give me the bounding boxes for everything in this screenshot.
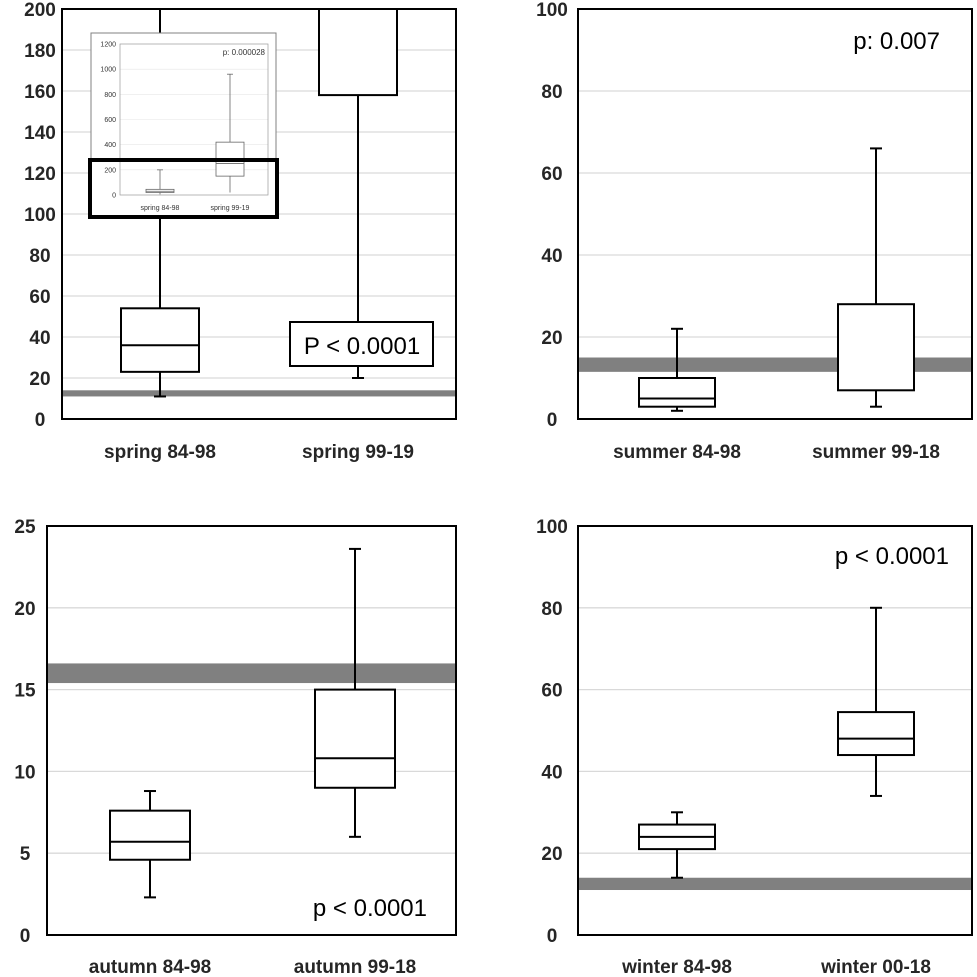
category-label: winter 00-18 xyxy=(820,957,931,977)
p-value-annotation: P < 0.0001 xyxy=(304,333,420,360)
y-tick-label: 100 xyxy=(24,205,56,226)
y-tick-label: 5 xyxy=(20,844,31,865)
category-label: summer 99-18 xyxy=(812,442,940,463)
y-tick-label: 20 xyxy=(14,599,35,620)
reference-band xyxy=(62,390,456,397)
inset-y-tick-label: 1000 xyxy=(100,67,116,74)
y-tick-label: 20 xyxy=(29,369,50,390)
inset-y-tick-label: 400 xyxy=(104,142,116,149)
inset-y-tick-label: 800 xyxy=(104,92,116,99)
y-tick-label: 100 xyxy=(536,517,568,538)
inset-y-tick-label: 200 xyxy=(104,167,116,174)
y-tick-label: 25 xyxy=(14,517,36,538)
y-tick-label: 15 xyxy=(14,681,36,702)
y-tick-label: 20 xyxy=(541,328,562,349)
y-tick-label: 60 xyxy=(29,287,50,308)
y-tick-label: 0 xyxy=(20,926,31,947)
zoom-highlight-box xyxy=(88,158,279,219)
inset-plot-frame xyxy=(119,43,269,196)
category-label: spring 99-19 xyxy=(302,442,414,463)
inset-y-tick-label: 600 xyxy=(104,117,116,124)
y-tick-label: 40 xyxy=(29,328,50,349)
box-1 xyxy=(638,327,716,412)
category-label: winter 84-98 xyxy=(621,957,732,977)
y-tick-label: 0 xyxy=(547,410,558,431)
category-label: autumn 84-98 xyxy=(89,957,211,977)
p-value-annotation: p: 0.007 xyxy=(853,28,940,55)
y-tick-label: 40 xyxy=(541,762,562,783)
reference-band xyxy=(578,877,972,891)
category-label: summer 84-98 xyxy=(613,442,741,463)
inset-category-label: spring 84-98 xyxy=(141,205,180,212)
inset-y-tick-label: 1200 xyxy=(100,42,116,49)
y-tick-label: 180 xyxy=(24,41,56,62)
inset-category-label: spring 99-19 xyxy=(211,205,250,212)
category-label: spring 84-98 xyxy=(104,442,216,463)
box-1 xyxy=(638,811,716,879)
box-2 xyxy=(314,547,396,838)
y-tick-label: 0 xyxy=(547,926,558,947)
box-body xyxy=(120,307,200,373)
box-body xyxy=(638,377,716,408)
y-tick-label: 60 xyxy=(541,164,562,185)
y-tick-label: 20 xyxy=(541,844,562,865)
plot-frame xyxy=(577,8,973,420)
plot-frame xyxy=(46,525,457,936)
y-tick-label: 120 xyxy=(24,164,56,185)
reference-band xyxy=(47,663,456,684)
inset-frame xyxy=(90,32,277,219)
box-body xyxy=(109,809,191,861)
y-tick-label: 200 xyxy=(24,0,56,21)
y-tick-label: 80 xyxy=(29,246,50,267)
plot-frame xyxy=(61,8,457,420)
y-tick-label: 100 xyxy=(536,0,568,21)
y-tick-label: 80 xyxy=(541,82,562,103)
chart-panel-4: 0 20 40 60 80 100 winter 84-98 winter 00-18 p < … xyxy=(536,517,973,977)
box-body xyxy=(318,8,398,97)
annotation-box xyxy=(289,321,434,367)
box-2 xyxy=(837,147,915,408)
p-value-annotation: p < 0.0001 xyxy=(313,895,427,922)
y-tick-label: 60 xyxy=(541,681,562,702)
chart-panel-2: 0 20 40 60 80 100 summer 84-98 summer 99-18 p: 0… xyxy=(536,0,973,463)
y-tick-label: 10 xyxy=(14,762,35,783)
box-body xyxy=(314,688,396,789)
box-1 xyxy=(120,9,200,398)
y-tick-label: 80 xyxy=(541,599,562,620)
plot-frame xyxy=(577,525,973,936)
category-label: autumn 99-18 xyxy=(294,957,416,977)
inset-y-tick-label: 0 xyxy=(112,193,116,200)
box-body xyxy=(837,711,915,757)
box-2 xyxy=(837,606,915,797)
inset-chart: 0 200 400 600 800 1000 1200 spring 84-98 spring … xyxy=(88,32,279,219)
inset-box-1 xyxy=(145,169,175,195)
y-tick-label: 140 xyxy=(24,123,56,144)
inset-annotation: p: 0.000028 xyxy=(223,48,266,57)
y-tick-label: 160 xyxy=(24,82,56,103)
y-tick-label: 0 xyxy=(35,410,46,431)
chart-panel-1: 0 20 40 60 80 100 120 140 160 180 200 spring 84-98 s… xyxy=(24,0,457,463)
p-value-annotation: p < 0.0001 xyxy=(835,543,949,570)
y-tick-label: 40 xyxy=(541,246,562,267)
box-1 xyxy=(109,790,191,899)
chart-panel-3: 0 5 10 15 20 25 autumn 84-98 autumn 99-18 p < 0.… xyxy=(14,517,457,977)
box-body xyxy=(837,303,915,392)
